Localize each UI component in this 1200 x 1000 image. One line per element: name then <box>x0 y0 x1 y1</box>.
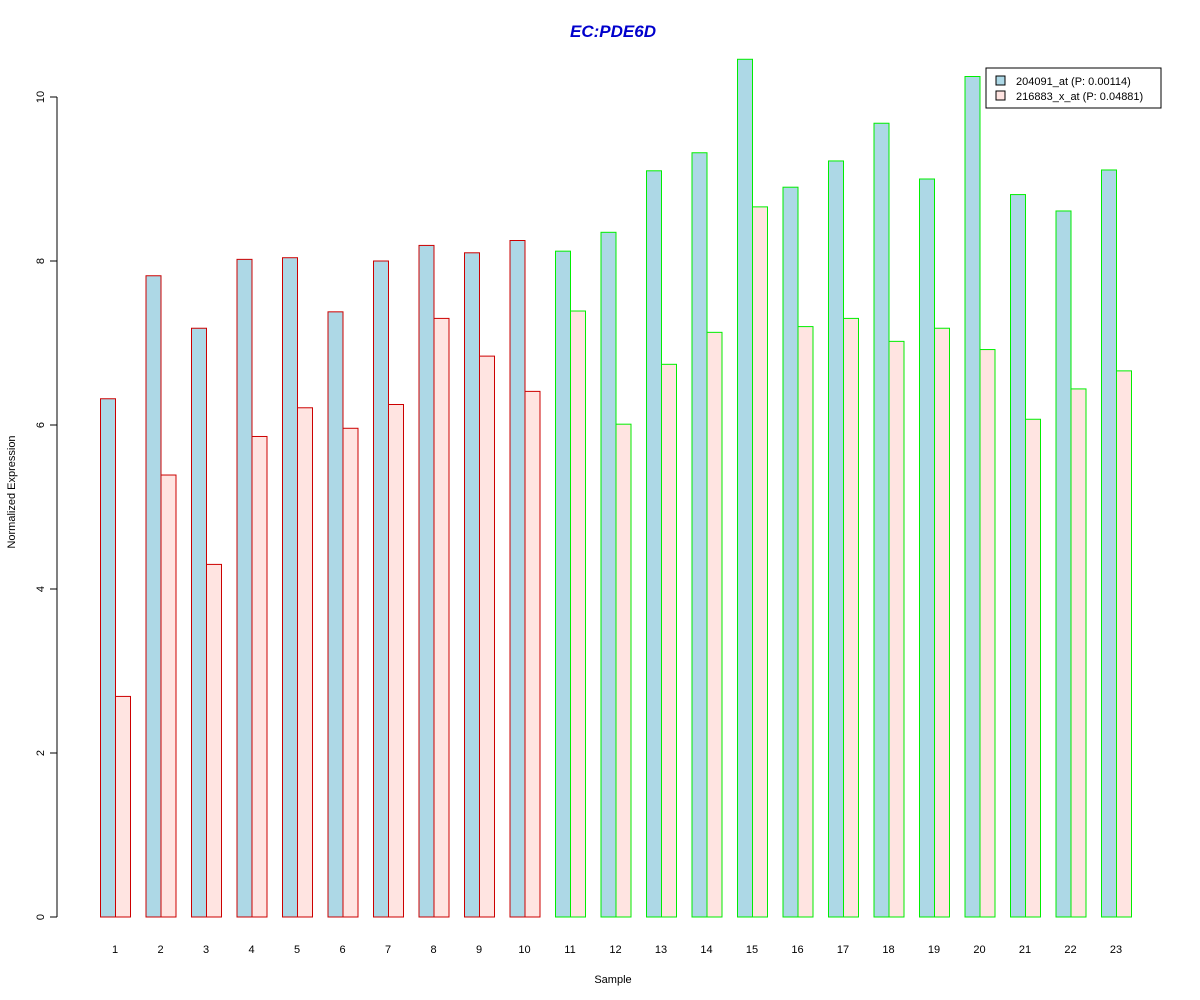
bar-s1-sample-6 <box>327 311 344 918</box>
x-tick-label: 6 <box>339 944 345 956</box>
x-tick-label: 12 <box>609 944 621 956</box>
x-axis-label: Sample <box>594 974 631 986</box>
y-tick-label: 8 <box>35 258 47 264</box>
bar-s1-sample-14 <box>691 152 708 918</box>
y-tick-label: 2 <box>35 750 47 756</box>
bar-s1-sample-2 <box>145 275 162 918</box>
y-tick-label: 0 <box>35 914 47 920</box>
bar-s1-sample-1 <box>100 398 116 918</box>
y-tick-label: 6 <box>35 422 47 428</box>
legend-swatch <box>995 75 1006 86</box>
bar-s2-sample-4 <box>251 435 268 918</box>
y-axis-label: Normalized Expression <box>6 435 18 548</box>
x-tick-label: 18 <box>882 944 894 956</box>
bar-s2-sample-5 <box>297 407 313 918</box>
bar-s1-sample-8 <box>418 244 435 918</box>
bar-s1-sample-9 <box>464 252 480 918</box>
x-tick-label: 3 <box>203 944 209 956</box>
x-tick-label: 4 <box>248 944 254 956</box>
bar-s2-sample-10 <box>524 390 541 918</box>
bar-s2-sample-22 <box>1070 388 1087 918</box>
bar-s1-sample-7 <box>373 260 389 918</box>
legend-label: 216883_x_at (P: 0.04881) <box>1016 91 1143 103</box>
legend-swatch <box>995 90 1006 101</box>
bar-s2-sample-13 <box>661 363 677 918</box>
legend: 204091_at (P: 0.00114) 216883_x_at (P: 0.… <box>985 67 1162 109</box>
bar-s2-sample-12 <box>615 423 632 918</box>
x-tick-label: 20 <box>973 944 985 956</box>
x-tick-label: 23 <box>1110 944 1122 956</box>
bar-s1-sample-5 <box>282 257 298 918</box>
bar-s2-sample-15 <box>752 206 768 918</box>
bar-s1-sample-3 <box>191 327 207 918</box>
bar-s1-sample-20 <box>964 76 981 918</box>
x-tick-label: 21 <box>1019 944 1031 956</box>
bar-s2-sample-21 <box>1025 418 1041 918</box>
x-axis: 1 2 3 4 5 6 7 8 9 10 11 12 13 14 15 16 17 18 19 20 21 22 23 <box>112 944 1122 956</box>
x-tick-label: 16 <box>791 944 803 956</box>
bar-s2-sample-9 <box>479 355 495 918</box>
x-tick-label: 19 <box>928 944 940 956</box>
x-tick-label: 11 <box>564 944 575 956</box>
y-tick-label: 10 <box>35 91 47 103</box>
bar-s2-sample-6 <box>342 427 359 918</box>
x-tick-label: 10 <box>518 944 530 956</box>
bar-s2-sample-19 <box>934 327 950 918</box>
bar-s1-sample-4 <box>236 258 253 918</box>
bar-s2-sample-20 <box>979 349 996 918</box>
x-tick-label: 5 <box>294 944 300 956</box>
bar-s1-sample-11 <box>555 250 571 918</box>
x-tick-label: 14 <box>700 944 712 956</box>
bar-s1-sample-12 <box>600 231 617 918</box>
x-tick-label: 13 <box>655 944 667 956</box>
legend-box <box>985 67 1162 109</box>
bar-s1-sample-18 <box>873 122 890 918</box>
x-tick-label: 15 <box>746 944 758 956</box>
bar-s1-sample-19 <box>919 178 935 918</box>
bar-s1-sample-15 <box>737 58 753 918</box>
bar-s2-sample-16 <box>797 326 814 918</box>
bar-s2-sample-2 <box>160 474 177 918</box>
bar-s2-sample-23 <box>1116 370 1132 918</box>
bar-s2-sample-11 <box>570 310 586 918</box>
x-tick-label: 2 <box>157 944 163 956</box>
y-tick-label: 4 <box>35 586 47 592</box>
bar-s1-sample-10 <box>509 240 526 918</box>
bar-s2-sample-7 <box>388 404 404 918</box>
bar-s2-sample-14 <box>706 331 723 918</box>
bar-s1-sample-23 <box>1101 169 1117 918</box>
bar-s1-sample-16 <box>782 186 799 918</box>
x-tick-label: 7 <box>385 944 391 956</box>
bar-s2-sample-3 <box>206 563 222 918</box>
x-tick-label: 8 <box>430 944 436 956</box>
legend-label: 204091_at (P: 0.00114) <box>1016 76 1131 88</box>
chart-title: EC:PDE6D <box>570 22 656 41</box>
x-tick-label: 9 <box>476 944 482 956</box>
y-axis: 0 2 4 6 8 10 <box>35 91 58 920</box>
x-tick-label: 22 <box>1064 944 1076 956</box>
bar-s2-sample-18 <box>888 340 905 918</box>
bars <box>100 58 1132 918</box>
x-tick-label: 1 <box>112 944 118 956</box>
bar-s1-sample-13 <box>646 170 662 918</box>
bar-s2-sample-17 <box>843 317 859 918</box>
bar-s1-sample-17 <box>828 160 844 918</box>
bar-s2-sample-8 <box>433 317 450 918</box>
bar-s1-sample-21 <box>1010 194 1026 918</box>
x-tick-label: 17 <box>837 944 849 956</box>
bar-s2-sample-1 <box>115 695 131 918</box>
bar-s1-sample-22 <box>1055 210 1072 918</box>
